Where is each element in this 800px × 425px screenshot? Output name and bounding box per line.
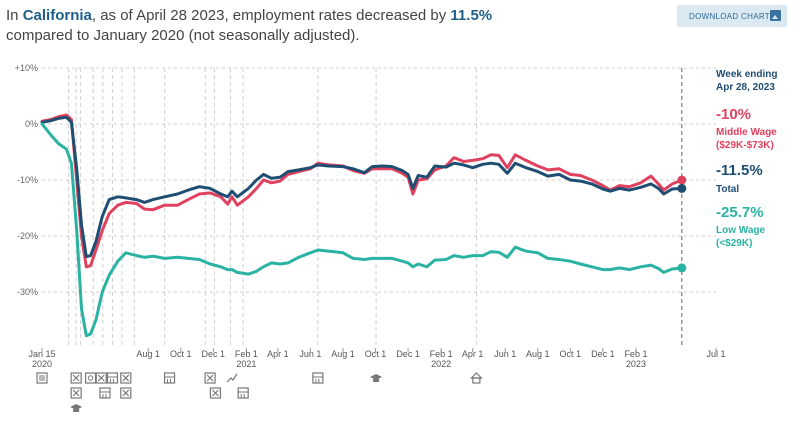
x-tick-label: Apr 1: [462, 349, 484, 359]
x-tick-label: Jun 1: [299, 349, 321, 359]
total-value: -11.5%: [716, 162, 763, 179]
middle-wage-name: Middle Wage: [716, 127, 777, 138]
x-tick-label: Oct 1: [365, 349, 387, 359]
x-tick-label: Jun 1: [494, 349, 516, 359]
x-tick-label: Dec 1: [202, 349, 226, 359]
school-icon[interactable]: [370, 374, 383, 382]
x-tick-label: Oct 1: [170, 349, 192, 359]
x-tick-label: Dec 1: [396, 349, 420, 359]
download-chart-label: DOWNLOAD CHART: [689, 11, 770, 21]
x-tick-label: Oct 1: [560, 349, 582, 359]
trend-icon[interactable]: [226, 373, 238, 383]
low-wage-name: Low Wage: [716, 225, 766, 236]
headline: In California, as of April 28 2023, empl…: [6, 6, 606, 46]
low-wage-range: (<$29K): [716, 238, 753, 249]
middle-wage-label: Middle Wage ($29K-$73K): [716, 126, 777, 152]
download-chart-button[interactable]: DOWNLOAD CHART: [677, 5, 787, 27]
x-year-label: 2021: [236, 359, 256, 369]
headline-prefix: In: [6, 7, 23, 24]
x-tick-label: Aug 1: [136, 349, 160, 359]
x-tick-label: Feb 1: [235, 349, 258, 359]
house-icon[interactable]: [469, 372, 483, 384]
y-tick-label: -20%: [17, 231, 38, 241]
x-box-icon[interactable]: [95, 372, 107, 384]
document-icon[interactable]: [36, 372, 48, 384]
store-icon[interactable]: [106, 372, 119, 384]
x-box-icon[interactable]: [70, 387, 82, 399]
endpoint-total[interactable]: [677, 183, 687, 193]
headline-suffix: compared to January 2020 (not seasonally…: [6, 27, 360, 44]
headline-middle: , as of April 28 2023, employment rates …: [91, 7, 451, 24]
middle-wage-value: -10%: [716, 106, 752, 123]
endpoint-low-wage[interactable]: [677, 263, 687, 273]
image-icon: [770, 10, 781, 21]
store-icon[interactable]: [163, 372, 176, 384]
x-tick-label: Dec 1: [591, 349, 615, 359]
low-wage-label: Low Wage (<$29K): [716, 224, 765, 250]
store-icon[interactable]: [237, 387, 249, 399]
x-year-label: 2023: [626, 359, 646, 369]
week-ending-line1: Week ending: [716, 69, 778, 80]
headline-place: California: [22, 7, 92, 24]
x-tick-label: Jan 15: [28, 349, 55, 359]
money-icon[interactable]: [84, 372, 97, 384]
endpoint-middle-wage[interactable]: [677, 175, 687, 185]
y-tick-label: -10%: [17, 175, 38, 185]
total-label: Total: [716, 184, 740, 195]
series-line-middle-wage: [40, 113, 684, 269]
x-box-icon[interactable]: [120, 387, 132, 399]
series-line-low-wage: [40, 122, 684, 338]
y-tick-label: 0%: [25, 119, 38, 129]
x-box-icon[interactable]: [204, 372, 216, 384]
x-tick-label: Feb 1: [430, 349, 453, 359]
x-box-icon[interactable]: [70, 372, 82, 384]
series-line-total: [40, 115, 684, 259]
store-icon[interactable]: [99, 387, 111, 399]
low-wage-value: -25.7%: [716, 204, 764, 221]
x-box-icon[interactable]: [209, 387, 222, 399]
school-icon[interactable]: [70, 404, 83, 412]
x-tick-label: Aug 1: [526, 349, 550, 359]
week-ending-line2: Apr 28, 2023: [716, 82, 775, 93]
x-tick-label: Jul 1: [706, 349, 725, 359]
x-tick-label: Aug 1: [331, 349, 355, 359]
x-box-icon[interactable]: [120, 372, 132, 384]
x-year-label: 2022: [431, 359, 451, 369]
y-tick-label: +10%: [15, 63, 38, 73]
x-tick-label: Feb 1: [624, 349, 647, 359]
store-icon[interactable]: [312, 372, 324, 384]
headline-pct: 11.5%: [450, 7, 493, 24]
week-ending-label: Week ending Apr 28, 2023: [716, 68, 778, 94]
y-tick-label: -30%: [17, 287, 38, 297]
x-year-label: 2020: [32, 359, 52, 369]
middle-wage-range: ($29K-$73K): [716, 140, 774, 151]
x-tick-label: Apr 1: [267, 349, 289, 359]
